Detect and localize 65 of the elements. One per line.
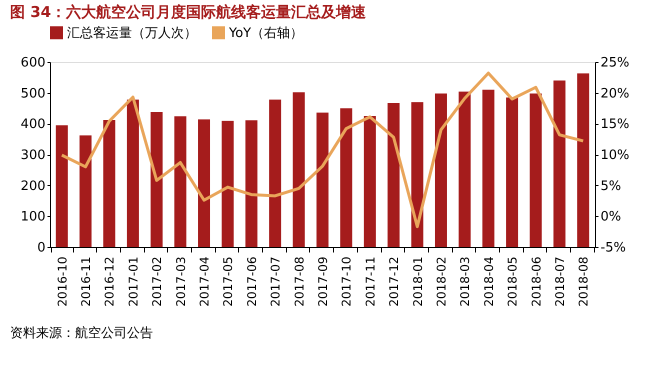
bar: [340, 108, 352, 247]
bar: [482, 90, 494, 247]
text: 资料来源：航空公司公告: [10, 326, 153, 341]
bar: [577, 73, 590, 247]
x-tick-label: 2018-04: [482, 256, 496, 307]
x-tick-label: 2017-01: [126, 256, 140, 307]
bar: [411, 102, 424, 247]
y2-tick-label: 20%: [600, 86, 630, 102]
bar: [126, 100, 139, 247]
bar: [458, 92, 471, 247]
x-tick-label: 2017-05: [221, 256, 236, 307]
y2-tick-label: 15%: [600, 117, 630, 132]
bar: [269, 100, 282, 247]
y-tick-label: 0: [37, 240, 46, 256]
y-tick-label: 300: [20, 148, 46, 163]
line-series: [60, 72, 585, 228]
y2-tick-label: 10%: [600, 148, 630, 163]
x-tick-label: 2017-03: [174, 256, 188, 307]
x-tick-label: 2018-01: [410, 256, 425, 307]
y2-tick-label: 5%: [600, 178, 622, 194]
x-tick-label: 2017-02: [150, 256, 164, 307]
x-tick-label: 2016-11: [79, 256, 94, 307]
y-tick-label: 100: [20, 210, 46, 225]
bar: [56, 125, 68, 247]
bar: [553, 80, 566, 247]
bar: [316, 112, 328, 247]
bar: [506, 97, 518, 247]
bar: [434, 93, 447, 247]
x-tick-label: 2017-04: [198, 256, 212, 307]
x-tick-label: 2018-02: [434, 256, 448, 307]
x-tick-label: 2017-12: [387, 256, 402, 307]
y-tick-label: 600: [20, 56, 46, 70]
bar: [80, 135, 92, 247]
x-tick-label: 2018-08: [576, 256, 591, 307]
x-tick-label: 2018-05: [506, 256, 520, 307]
x-tick-label: 2017-10: [340, 256, 354, 307]
y2-tick-label: 0%: [600, 210, 622, 225]
x-tick-label: 2018-06: [529, 256, 544, 307]
x-tick-label: 2017-09: [316, 256, 330, 307]
bar: [103, 120, 116, 247]
y2-tick-label: 25%: [600, 56, 630, 70]
x-tick-label: 2017-06: [244, 256, 259, 307]
legend-label: 汇总客运量（万人次）: [67, 24, 197, 41]
x-tick-label: 2016-10: [55, 256, 70, 307]
x-tick-label: 2017-11: [363, 256, 378, 307]
y-tick-label: 500: [20, 86, 46, 102]
bar: [292, 92, 305, 247]
bar: [222, 120, 234, 247]
bar: [174, 116, 186, 247]
bar: [198, 119, 210, 247]
bar: [530, 93, 542, 247]
bar: [245, 120, 258, 247]
y2-tick-label: -5%: [600, 240, 626, 256]
bar: [150, 112, 163, 247]
y-tick-label: 400: [20, 117, 46, 132]
chart-title: 图 34：六大航空公司月度国际航线客运量汇总及增速: [10, 3, 368, 21]
legend-label: YoY（右轴）: [228, 26, 304, 41]
y-tick-label: 200: [20, 178, 46, 194]
x-tick-label: 2017-08: [292, 256, 306, 307]
x-tick-label: 2018-07: [552, 256, 567, 307]
bar: [388, 103, 400, 247]
x-tick-label: 2018-03: [458, 256, 472, 307]
x-tick-label: 2016-12: [102, 256, 117, 307]
x-tick-label: 2017-07: [268, 256, 283, 307]
bar: [364, 116, 376, 247]
